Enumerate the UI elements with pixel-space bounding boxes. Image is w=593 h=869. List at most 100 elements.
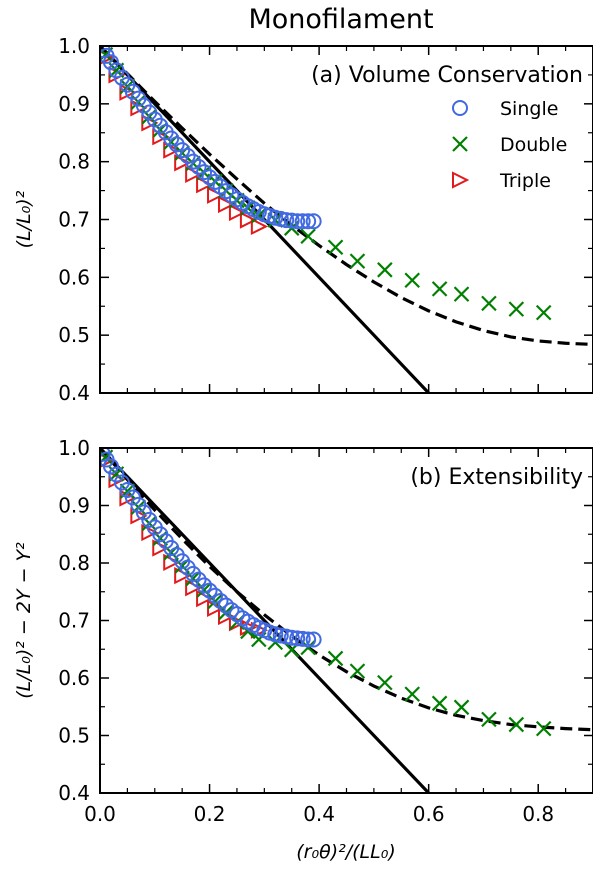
y-axis-label: (L/L₀)² − 2Y − Y² bbox=[13, 542, 35, 699]
data-point-single bbox=[283, 629, 300, 646]
y-tick-label: 0.8 bbox=[58, 551, 90, 575]
data-point-triple bbox=[228, 614, 247, 632]
y-tick-label: 0.9 bbox=[58, 92, 90, 116]
x-tick-label: 0.0 bbox=[84, 802, 116, 826]
y-tick-label: 0.4 bbox=[58, 781, 90, 805]
data-point-double bbox=[535, 720, 552, 737]
data-point-single bbox=[272, 210, 289, 227]
y-tick-label: 0.6 bbox=[58, 666, 90, 690]
data-point-single bbox=[283, 212, 300, 229]
data-point-double bbox=[327, 650, 344, 667]
data-point-double bbox=[349, 253, 366, 269]
data-point-single bbox=[212, 178, 229, 195]
x-tick-label: 0.2 bbox=[194, 802, 226, 826]
legend-marker-double bbox=[452, 136, 468, 152]
x-axis-label: (r₀θ)²/(LL₀) bbox=[296, 841, 396, 863]
x-tick-label: 0.8 bbox=[522, 802, 554, 826]
data-point-double bbox=[508, 716, 525, 733]
y-tick-label: 0.8 bbox=[58, 150, 90, 174]
data-point-single bbox=[185, 153, 202, 170]
data-point-single bbox=[196, 577, 213, 594]
data-point-single bbox=[174, 142, 191, 159]
dashed-model-line bbox=[100, 46, 593, 347]
data-point-single bbox=[300, 631, 317, 648]
data-point-double bbox=[377, 674, 393, 691]
data-point-single bbox=[289, 213, 306, 230]
legend-item-single: Single bbox=[452, 98, 558, 120]
data-point-triple bbox=[239, 211, 258, 229]
panel-b: 0.4 0.5 0.6 0.7 0.8 0.9 1.0 0.0 0.2 0.4 0.6 0.8 (L/L… bbox=[13, 436, 593, 826]
figure-title: Monofilament bbox=[248, 4, 433, 35]
legend-item-double: Double bbox=[452, 134, 567, 156]
data-point-double bbox=[481, 711, 497, 728]
data-point-single bbox=[201, 582, 218, 599]
data-point-single bbox=[305, 631, 322, 648]
data-point-single bbox=[179, 147, 196, 164]
data-point-double bbox=[349, 663, 366, 679]
dashed-model-line bbox=[100, 448, 593, 732]
data-point-single bbox=[278, 212, 295, 229]
panel-a: 0.4 0.5 0.6 0.7 0.8 0.9 1.0 (L/L₀)² (a) Volume C… bbox=[13, 34, 593, 405]
legend-label: Single bbox=[500, 98, 558, 120]
data-point-double bbox=[453, 286, 470, 302]
series-double bbox=[100, 46, 552, 321]
data-point-double bbox=[535, 304, 552, 321]
data-point-single bbox=[267, 626, 284, 643]
data-point-triple bbox=[141, 523, 159, 542]
y-axis-label: (L/L₀)² bbox=[13, 190, 35, 248]
data-point-single bbox=[207, 173, 224, 190]
x-tick-label: 0.6 bbox=[413, 802, 445, 826]
data-point-single bbox=[102, 54, 119, 71]
x-tick-label: 0.4 bbox=[303, 802, 335, 826]
series-single bbox=[100, 46, 322, 230]
data-point-triple bbox=[228, 203, 247, 222]
series-single bbox=[100, 448, 322, 648]
data-point-single bbox=[207, 587, 224, 604]
solid-reference-line bbox=[100, 448, 430, 793]
y-tick-label: 0.5 bbox=[58, 724, 90, 748]
panel-title: (b) Extensibility bbox=[410, 465, 583, 490]
legend-marker-single bbox=[452, 100, 468, 116]
y-tick-label: 1.0 bbox=[58, 436, 90, 460]
data-point-single bbox=[185, 565, 202, 582]
data-point-double bbox=[327, 239, 344, 256]
y-tick-label: 0.7 bbox=[58, 609, 90, 633]
axes-frame bbox=[99, 447, 593, 794]
data-point-single bbox=[108, 466, 125, 483]
data-point-single bbox=[201, 169, 218, 186]
data-point-single bbox=[190, 158, 207, 175]
data-point-double bbox=[431, 695, 448, 712]
data-point-single bbox=[217, 597, 234, 614]
data-point-single bbox=[267, 209, 284, 226]
data-point-single bbox=[305, 213, 322, 230]
data-point-double bbox=[300, 228, 316, 245]
legend-marker-triple bbox=[452, 171, 470, 189]
y-tick-label: 0.6 bbox=[58, 265, 90, 289]
data-point-single bbox=[278, 628, 295, 645]
legend-item-triple: Triple bbox=[452, 170, 551, 192]
data-point-single bbox=[212, 592, 229, 609]
data-point-single bbox=[190, 571, 207, 588]
y-tick-label: 1.0 bbox=[58, 34, 90, 58]
data-point-double bbox=[508, 301, 525, 317]
plot-area bbox=[100, 448, 593, 793]
data-point-single bbox=[196, 164, 213, 181]
legend: Single Double Triple bbox=[452, 98, 567, 192]
data-point-triple bbox=[163, 141, 181, 159]
data-point-single bbox=[294, 630, 311, 647]
data-point-double bbox=[431, 281, 448, 297]
y-tick-label: 0.7 bbox=[58, 208, 90, 232]
series-triple bbox=[100, 453, 269, 639]
data-point-single bbox=[168, 136, 185, 153]
data-point-double bbox=[481, 295, 497, 312]
data-point-double bbox=[377, 262, 393, 278]
panel-title: (a) Volume Conservation bbox=[311, 63, 583, 88]
data-point-single bbox=[102, 458, 119, 475]
data-point-single bbox=[300, 213, 317, 230]
data-point-single bbox=[294, 213, 311, 230]
series-double bbox=[100, 449, 552, 737]
data-point-double bbox=[453, 699, 470, 716]
legend-label: Triple bbox=[499, 170, 551, 192]
data-point-single bbox=[289, 630, 306, 647]
y-tick-label: 0.4 bbox=[58, 381, 90, 405]
